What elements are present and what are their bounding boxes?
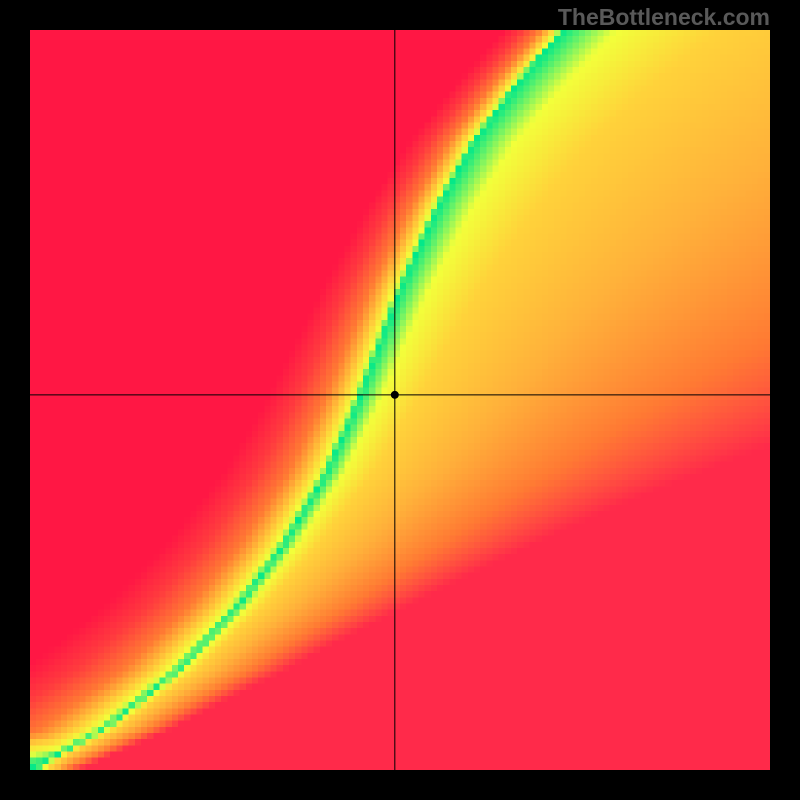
- figure-root: TheBottleneck.com: [0, 0, 800, 800]
- watermark-text: TheBottleneck.com: [558, 4, 770, 31]
- bottleneck-heatmap: [30, 30, 770, 770]
